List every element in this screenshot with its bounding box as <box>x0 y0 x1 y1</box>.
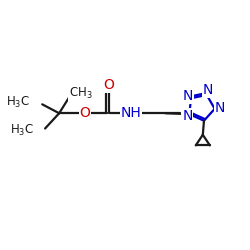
Text: O: O <box>80 106 90 120</box>
Text: N: N <box>183 89 194 103</box>
Text: H$_3$C: H$_3$C <box>10 123 34 138</box>
Text: N: N <box>203 83 213 97</box>
Text: O: O <box>103 78 114 92</box>
Text: N: N <box>182 109 193 123</box>
Text: NH: NH <box>120 106 141 120</box>
Text: N: N <box>215 100 225 114</box>
Text: CH$_3$: CH$_3$ <box>69 86 93 101</box>
Text: H$_3$C: H$_3$C <box>6 95 30 110</box>
